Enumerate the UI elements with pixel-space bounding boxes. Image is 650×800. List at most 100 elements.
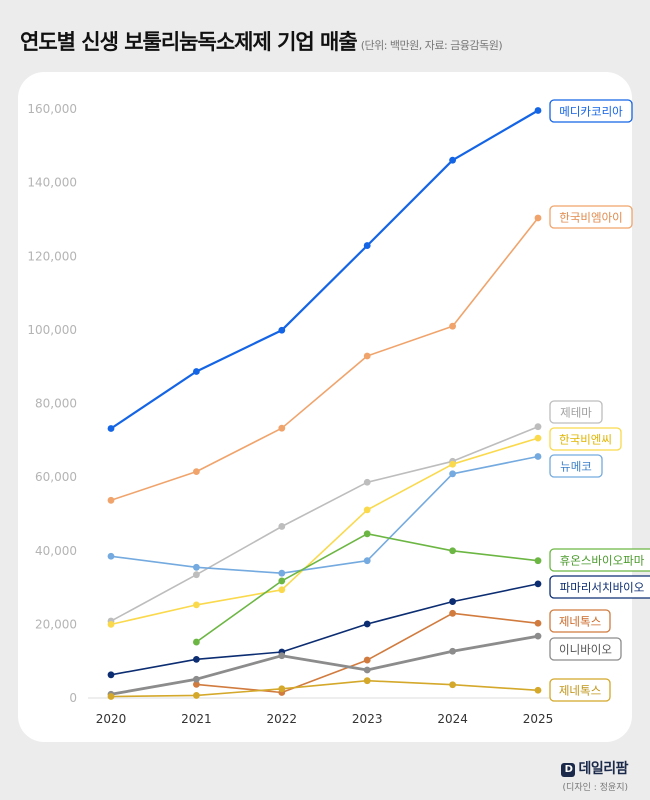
x-tick-label: 2024 — [437, 712, 468, 726]
data-point — [449, 156, 456, 164]
x-tick-label: 2023 — [352, 712, 383, 726]
series-line — [110, 634, 539, 696]
end-label-box — [549, 609, 611, 633]
y-tick-label: 140,000 — [27, 176, 77, 190]
data-point — [193, 692, 200, 699]
data-point — [107, 425, 115, 432]
data-point — [534, 686, 542, 694]
series-5 — [193, 530, 542, 646]
data-point — [107, 496, 115, 504]
end-label: 이니바이오 — [549, 637, 622, 661]
data-point — [107, 693, 115, 700]
x-tick-label: 2022 — [267, 712, 298, 726]
data-point — [363, 352, 371, 360]
y-tick-label: 160,000 — [27, 102, 77, 116]
data-point — [449, 647, 456, 655]
brand-name: D 데일리팜 — [561, 758, 628, 778]
end-label: 제네톡스 — [549, 609, 611, 633]
data-point — [193, 655, 200, 663]
data-point — [363, 242, 371, 249]
brand-block: D 데일리팜 (디자인 : 정윤지) — [561, 758, 628, 793]
chart-subtitle: (단위: 백만원, 자료: 금융감독원) — [360, 39, 503, 52]
series-2 — [107, 423, 542, 625]
series-9 — [107, 677, 542, 700]
data-point — [278, 586, 286, 594]
series-line — [110, 425, 539, 622]
data-point — [449, 460, 456, 468]
data-point — [534, 632, 542, 640]
data-point — [363, 506, 371, 514]
data-point — [534, 453, 542, 460]
brand-name-text: 데일리팜 — [578, 761, 628, 777]
chart-title: 연도별 신생 보툴리눔독소제제 기업 매출 — [20, 30, 358, 54]
end-label-box — [549, 427, 622, 451]
data-point — [363, 478, 371, 486]
y-tick-label: 20,000 — [35, 617, 77, 631]
series-name-label: 한국비엠아이 — [559, 211, 622, 225]
series-name-label: 제네톡스 — [559, 684, 601, 698]
data-point — [534, 619, 542, 627]
chart-card — [18, 72, 632, 742]
y-tick-label: 100,000 — [27, 323, 77, 337]
series-line — [110, 583, 539, 676]
end-label: 휴온스바이오파마 — [549, 548, 650, 572]
series-line — [110, 437, 539, 626]
y-tick-label: 120,000 — [27, 249, 77, 263]
data-point — [107, 620, 115, 628]
x-tick-label: 2025 — [523, 712, 554, 726]
end-label-box — [549, 548, 650, 572]
series-name-label: 휴온스바이오파마 — [560, 554, 645, 568]
series-name-label: 제테마 — [560, 406, 592, 420]
data-point — [278, 523, 286, 530]
data-point — [278, 326, 286, 334]
data-point — [363, 557, 371, 565]
brand-logo-icon: D — [561, 763, 576, 777]
data-point — [107, 552, 115, 560]
end-label: 제네톡스 — [549, 678, 611, 702]
end-label: 제테마 — [549, 400, 603, 424]
data-point — [278, 424, 286, 432]
data-point — [363, 530, 371, 538]
series-4 — [107, 453, 542, 577]
end-label-box — [549, 637, 622, 661]
series-line — [110, 217, 539, 502]
y-tick-label: 60,000 — [35, 470, 77, 484]
data-point — [363, 677, 371, 685]
data-point — [534, 557, 542, 565]
data-point — [449, 609, 456, 617]
data-point — [363, 666, 371, 674]
data-point — [534, 434, 542, 442]
data-point — [534, 214, 542, 222]
data-point — [449, 470, 456, 478]
series-name-label: 이니바이오 — [559, 643, 612, 657]
end-label-box — [549, 400, 603, 424]
series-name-label: 한국비엔씨 — [559, 433, 612, 447]
series-1 — [107, 214, 542, 504]
data-point — [449, 322, 456, 330]
series-name-label: 메디카코리아 — [559, 105, 623, 119]
end-label-box — [549, 575, 650, 599]
series-line — [110, 679, 539, 698]
data-point — [193, 468, 200, 476]
data-point — [449, 598, 456, 605]
series-name-label: 뉴메코 — [560, 460, 592, 474]
series-0 — [107, 107, 542, 432]
y-tick-label: 40,000 — [35, 544, 77, 558]
data-point — [449, 681, 456, 689]
brand-credit: (디자인 : 정윤지) — [562, 783, 628, 793]
series-line — [110, 109, 539, 430]
end-label: 뉴메코 — [549, 454, 603, 478]
series-3 — [107, 434, 542, 628]
data-point — [278, 685, 286, 693]
y-tick-label: 0 — [69, 691, 77, 705]
end-label: 한국비엔씨 — [549, 427, 622, 451]
y-tick-label: 80,000 — [35, 397, 77, 411]
end-label-box — [549, 99, 633, 123]
data-point — [193, 675, 200, 683]
series-name-label: 제네톡스 — [559, 615, 601, 629]
end-label: 메디카코리아 — [549, 99, 633, 123]
x-tick-label: 2020 — [96, 712, 127, 726]
end-label: 한국비엠아이 — [549, 205, 633, 229]
data-point — [193, 680, 200, 688]
